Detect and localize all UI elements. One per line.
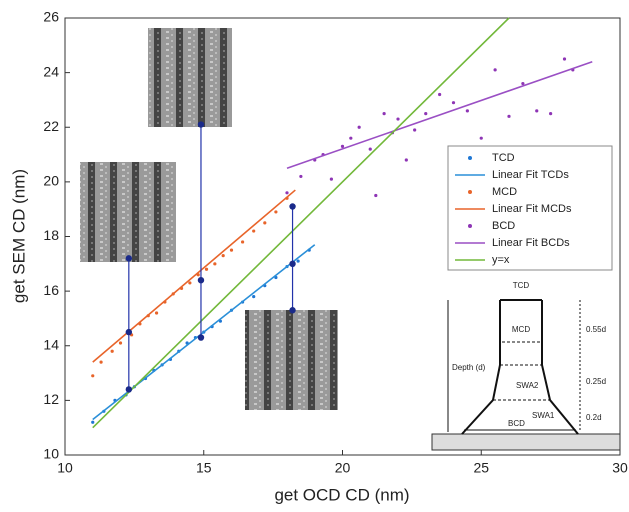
y-tick-label: 16 [43, 282, 59, 298]
point [110, 349, 114, 353]
point [329, 177, 333, 181]
fit-line [92, 17, 510, 429]
connector-dot [289, 203, 296, 210]
legend-label: Linear Fit BCDs [492, 237, 570, 249]
legend-swatch [468, 224, 472, 228]
point [91, 420, 95, 424]
point [274, 210, 278, 214]
point [396, 117, 400, 121]
legend-label: TCD [492, 152, 515, 164]
x-tick-label: 15 [196, 460, 212, 476]
y-tick-label: 14 [43, 336, 59, 352]
point [349, 136, 353, 140]
diagram-label: TCD [513, 281, 530, 290]
point [357, 125, 361, 129]
connector-dot [197, 277, 205, 284]
point [252, 294, 256, 299]
point [562, 57, 567, 61]
x-tick-label: 10 [57, 460, 73, 476]
legend-label: y=x [492, 254, 510, 266]
y-axis-label: get SEM CD (nm) [9, 169, 28, 303]
substrate [431, 433, 621, 451]
point [263, 221, 267, 225]
connector-dot [125, 255, 133, 262]
connector-dot [197, 334, 205, 341]
point [154, 311, 159, 315]
point [221, 254, 225, 258]
point [368, 147, 372, 151]
point [507, 114, 511, 118]
point [424, 111, 428, 116]
y-tick-label: 20 [43, 173, 59, 189]
point [493, 68, 497, 72]
point [91, 374, 95, 378]
legend-box [447, 145, 613, 271]
point [438, 92, 442, 97]
diagram-label: MCD [512, 325, 530, 334]
point [188, 281, 192, 285]
point [404, 158, 408, 162]
connector-dot [125, 328, 133, 336]
connector-dot [125, 386, 133, 393]
diagram-label: SWA2 [516, 381, 539, 390]
point [340, 144, 345, 148]
diagram-label: Depth (d) [452, 363, 486, 372]
sem-inset [80, 162, 176, 262]
diagram-label: 0.25d [586, 377, 606, 386]
y-tick-label: 26 [43, 9, 59, 25]
diagram-label: BCD [508, 419, 525, 428]
point [479, 136, 483, 140]
point [204, 267, 209, 271]
legend-label: BCD [492, 220, 515, 232]
point [118, 341, 123, 345]
fit-line [286, 60, 593, 169]
x-tick-label: 20 [335, 460, 351, 476]
point [521, 81, 525, 86]
x-tick-label: 30 [612, 460, 628, 476]
y-tick-label: 10 [43, 446, 59, 462]
legend-swatch [468, 156, 472, 160]
sem-inset [245, 310, 338, 410]
profile-diagram: TCD MCD 0.55d Depth (d) 0.25d SWA2 SWA1 … [431, 281, 621, 451]
point [465, 109, 469, 113]
legend-label: MCD [492, 186, 517, 198]
y-tick-label: 12 [43, 391, 59, 407]
point [296, 259, 300, 263]
connector-dot [289, 260, 296, 268]
legend-label: Linear Fit TCDs [492, 169, 569, 181]
point [413, 128, 417, 132]
y-tick-label: 22 [43, 118, 59, 134]
diagram-label: SWA1 [532, 411, 555, 420]
diagram-label: 0.55d [586, 325, 606, 334]
point [241, 240, 245, 244]
x-tick-label: 25 [473, 460, 489, 476]
point [549, 111, 553, 116]
sem-inset [148, 28, 232, 127]
point [299, 174, 303, 179]
point [229, 248, 234, 252]
legend-swatch [468, 190, 472, 194]
point [374, 193, 378, 198]
y-tick-label: 18 [43, 227, 59, 243]
profile [461, 300, 579, 435]
x-axis-label: get OCD CD (nm) [274, 485, 409, 504]
point [99, 360, 103, 364]
connector-dot [289, 307, 296, 314]
point [451, 101, 456, 105]
diagram-label: 0.2d [586, 413, 602, 422]
point [285, 191, 289, 195]
point [213, 262, 217, 266]
point [252, 229, 256, 233]
legend-label: Linear Fit MCDs [492, 203, 572, 215]
point [535, 109, 539, 113]
connector-dot [197, 121, 205, 128]
y-tick-label: 24 [43, 63, 59, 79]
point [382, 111, 386, 116]
